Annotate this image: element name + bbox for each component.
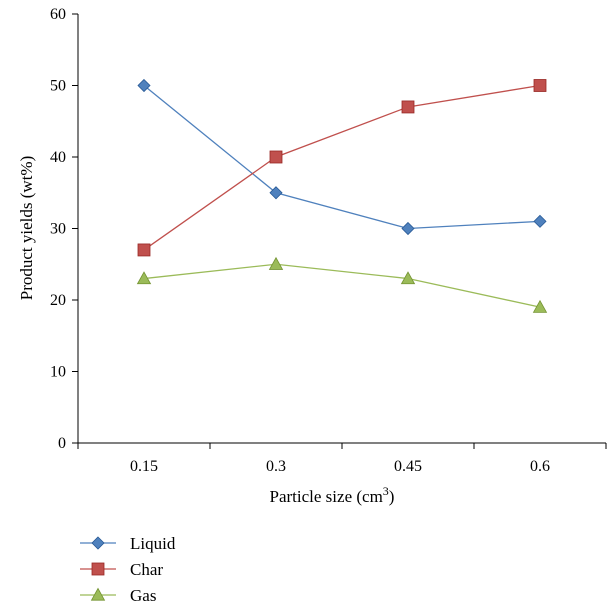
y-tick-label: 20 [50,292,66,309]
data-point-gas [136,271,152,285]
y-tick-label: 50 [50,78,66,95]
x-tick-label: 0.15 [130,458,158,475]
legend-item-gas: Gas [80,586,156,605]
x-axis-title: Particle size (cm3) [270,484,395,506]
x-axis-title-text: Particle size (cm [270,487,383,506]
data-point-char [533,79,547,92]
series-liquid [137,78,547,236]
data-point-liquid [533,214,547,228]
data-point-char [269,150,283,164]
y-axis-title: Product yields (wt%) [17,156,36,300]
x-tick-label: 0.6 [530,458,550,475]
legend: Liquid Char Gas [80,534,176,605]
y-tick-label: 60 [50,6,66,23]
y-tick-label: 10 [50,364,66,381]
axes [77,14,606,444]
data-point-liquid [269,186,283,200]
data-point-liquid [401,221,415,236]
series-line-gas [143,263,541,308]
legend-marker [91,536,105,550]
series-line-char [143,84,541,251]
data-point-gas [532,299,548,313]
series-gas [136,256,548,313]
data-point-liquid [137,78,151,93]
x-axis-title-superscript: 3 [383,484,389,498]
data-point-char [137,243,151,257]
legend-item-char: Char [80,560,163,579]
series-char [137,79,547,257]
x-tick-label: 0.45 [394,458,422,475]
data-point-gas [400,271,416,285]
legend-label: Liquid [130,534,176,553]
x-tick-label: 0.3 [266,458,286,475]
series-line-liquid [143,84,541,230]
y-tick-label: 0 [58,435,66,452]
data-point-gas [268,256,284,270]
legend-label: Char [130,560,163,579]
x-axis-title-suffix: ) [389,487,395,506]
y-tick-label: 40 [50,149,66,166]
legend-marker [91,562,105,576]
legend-marker [90,587,106,601]
data-point-char [401,100,415,114]
series-group [136,78,548,313]
y-tick-label: 30 [50,221,66,238]
x-axis-ticks: 0.15 0.3 0.45 0.6 [77,443,607,475]
y-axis-ticks: 0 10 20 30 40 50 60 [50,6,78,452]
legend-label: Gas [130,586,156,605]
legend-item-liquid: Liquid [80,534,176,553]
